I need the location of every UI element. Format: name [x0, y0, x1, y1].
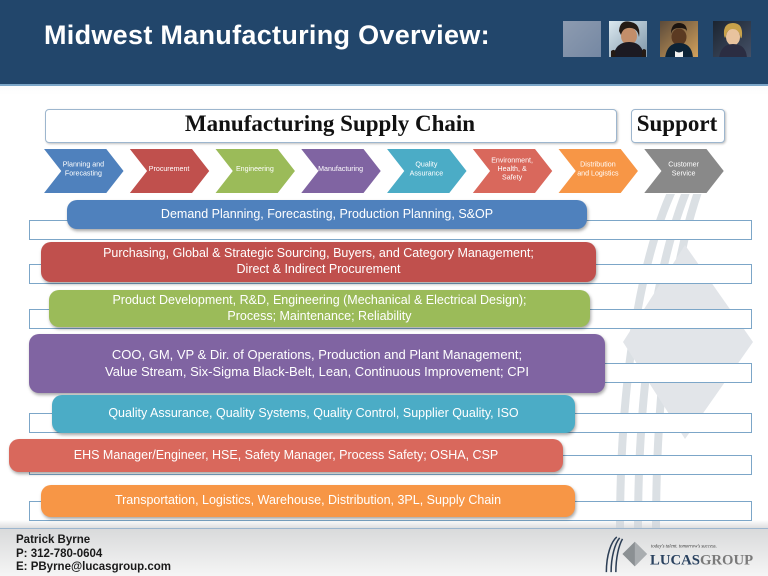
- svg-text:Engineering: Engineering: [236, 165, 274, 173]
- svg-text:today's talent. tomorrow's suc: today's talent. tomorrow's success.: [651, 544, 717, 549]
- svg-text:Procurement: Procurement: [149, 165, 190, 173]
- svg-text:Manufacturing: Manufacturing: [318, 165, 363, 173]
- svg-text:LUCASGROUP: LUCASGROUP: [650, 553, 753, 569]
